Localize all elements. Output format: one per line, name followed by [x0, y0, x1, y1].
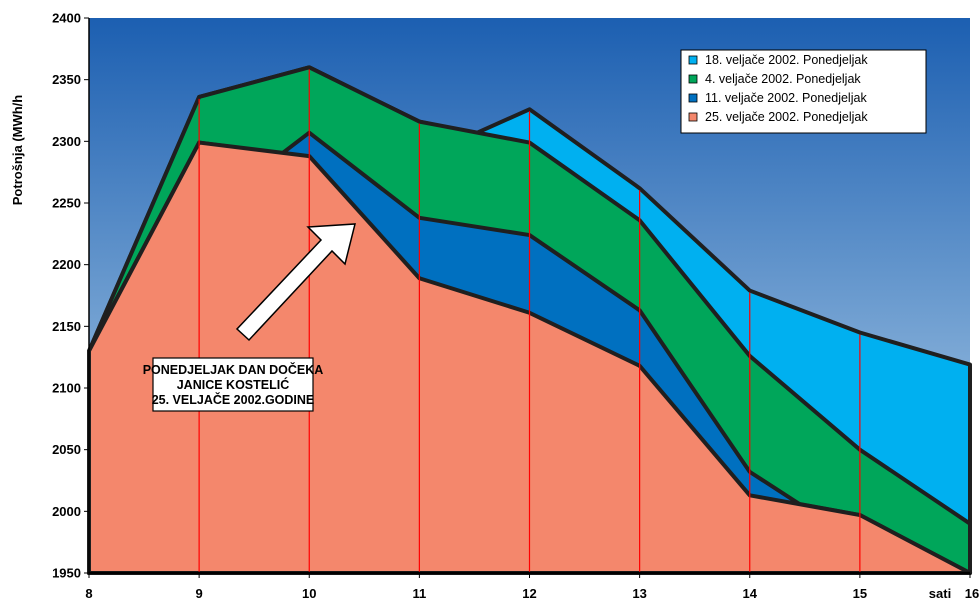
x-tick-label: 8 — [85, 586, 92, 600]
y-tick-label: 2200 — [52, 257, 81, 272]
legend-box — [680, 49, 927, 134]
legend-label: 4. veljače 2002. Ponedjeljak — [705, 72, 861, 86]
legend: 18. veljače 2002. Ponedjeljak 4. veljače … — [680, 49, 927, 134]
y-tick-label: 2300 — [52, 134, 81, 149]
annotation-line-2: JANICE KOSTELIĆ — [177, 377, 290, 392]
x-tick-label: 16 — [965, 586, 979, 600]
annotation-arrow — [235, 223, 356, 342]
annotation: PONEDJELJAK DAN DOČEKA JANICE KOSTELIĆ 2… — [143, 357, 324, 412]
y-tick-labels: 1950 2000 2050 2100 2150 2200 2250 2300 2350 2400 — [52, 11, 89, 581]
x-tick-label: 10 — [302, 586, 316, 600]
drop-lines — [198, 69, 861, 573]
legend-swatch — [688, 93, 698, 103]
y-tick-label: 1950 — [52, 566, 81, 581]
x-tick-label: 9 — [196, 586, 203, 600]
y-tick-label: 2250 — [52, 196, 81, 211]
legend-swatch — [688, 55, 698, 65]
x-tick-label: 15 — [853, 586, 867, 600]
y-tick-label: 2000 — [52, 504, 81, 519]
x-tick-label: 12 — [522, 586, 536, 600]
x-tick-label: 14 — [743, 586, 758, 600]
y-tick-label: 2350 — [52, 72, 81, 87]
x-tick-label: 11 — [413, 586, 427, 600]
legend-label: 25. veljače 2002. Ponedjeljak — [705, 110, 868, 124]
x-tick-labels: 8 9 10 11 12 13 14 15 16 — [85, 573, 979, 600]
legend-swatch — [688, 112, 698, 122]
x-tick-label: 13 — [632, 586, 646, 600]
y-tick-label: 2050 — [52, 442, 81, 457]
annotation-line-3: 25. VELJAČE 2002.GODINE — [152, 392, 315, 407]
y-axis-title: Potrošnja (MWh/h — [10, 95, 25, 206]
annotation-line-1: PONEDJELJAK DAN DOČEKA — [143, 362, 324, 377]
legend-swatch — [688, 74, 698, 84]
y-tick-label: 2150 — [52, 319, 81, 334]
x-axis-title: sati — [929, 586, 951, 600]
annotation-box — [152, 357, 314, 412]
y-tick-label: 2400 — [52, 11, 81, 26]
y-tick-label: 2100 — [52, 381, 81, 396]
legend-label: 18. veljače 2002. Ponedjeljak — [705, 53, 868, 67]
legend-label: 11. veljače 2002. Ponedjeljak — [705, 91, 867, 105]
